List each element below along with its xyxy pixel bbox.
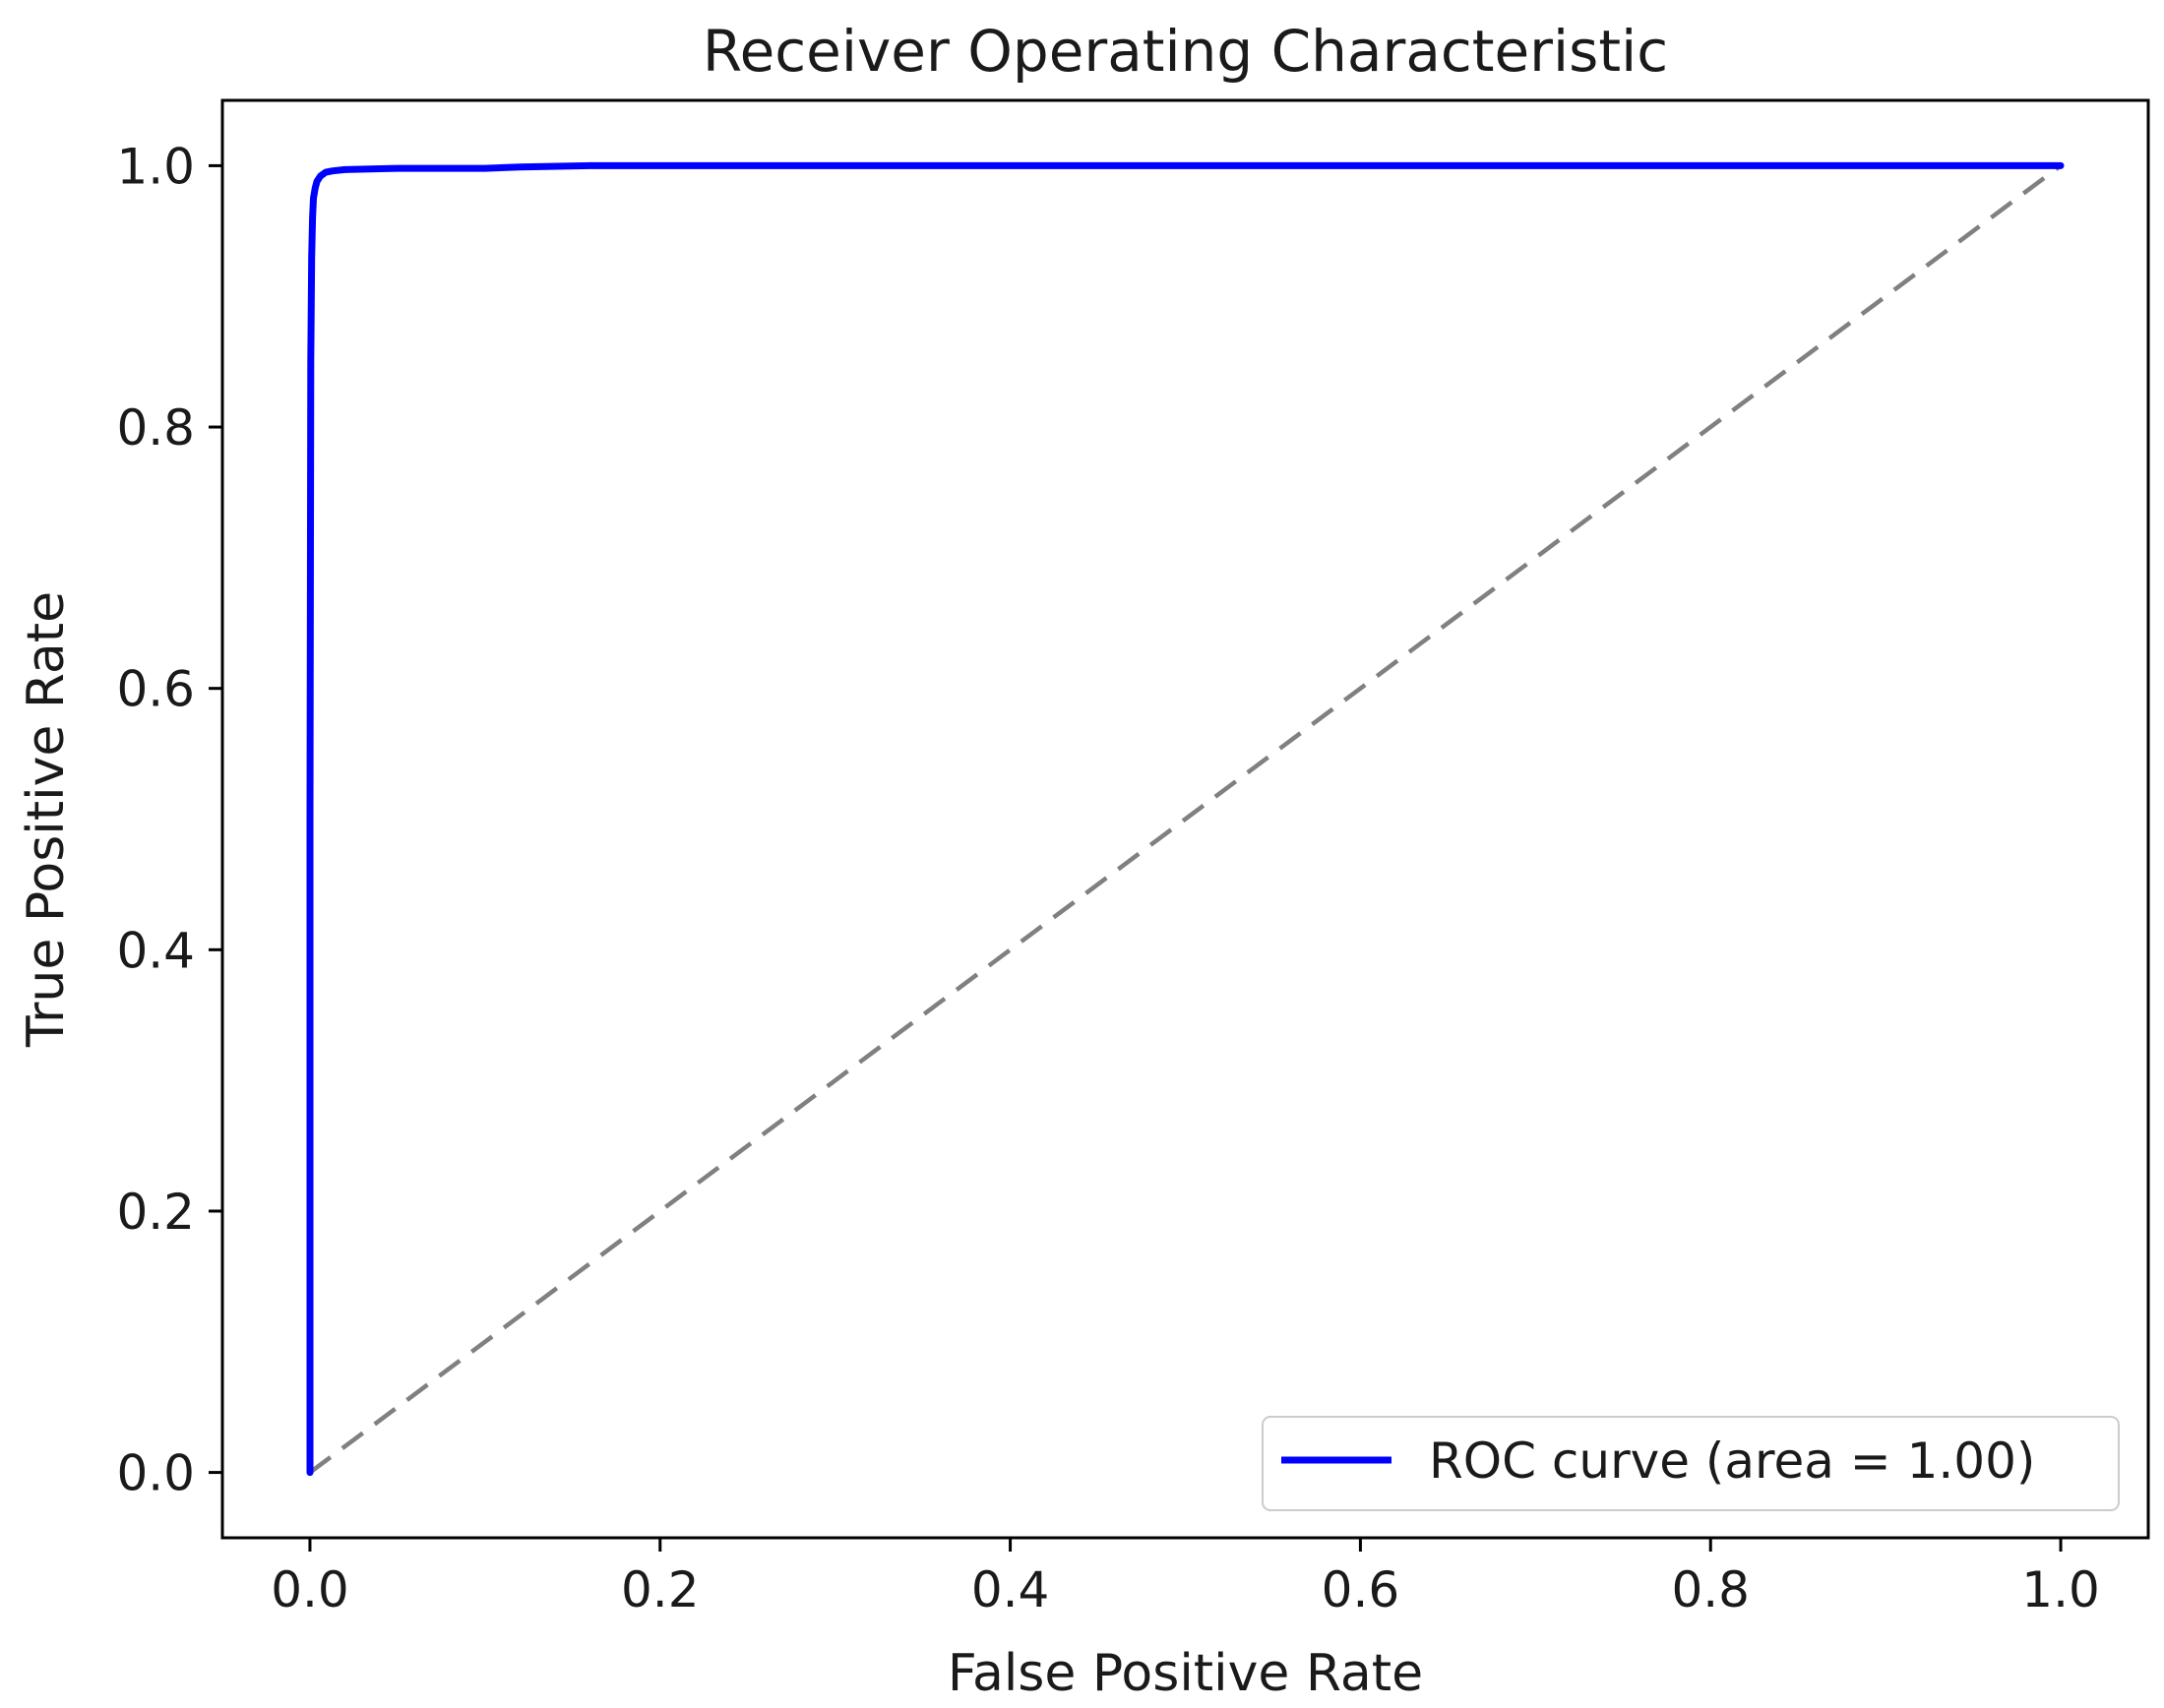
y-axis-label: True Positive Rate — [17, 591, 76, 1048]
axes-frame — [220, 98, 2150, 1540]
legend: ROC curve (area = 1.00) — [1262, 1416, 2120, 1511]
y-tick-label: 0.4 — [116, 922, 195, 979]
legend-label-roc: ROC curve (area = 1.00) — [1429, 1433, 2035, 1490]
x-tick-label: 0.6 — [1322, 1561, 1400, 1618]
chance-diagonal-line — [308, 163, 2063, 1475]
y-tick-label: 0.2 — [116, 1184, 195, 1241]
y-tick-label: 1.0 — [116, 138, 195, 195]
x-tick-label: 0.0 — [271, 1561, 349, 1618]
x-tick-label: 0.4 — [971, 1561, 1050, 1618]
x-tick-label: 1.0 — [2021, 1561, 2100, 1618]
x-tick-label: 0.8 — [1671, 1561, 1750, 1618]
x-axis-ticks: 0.0 0.2 0.4 0.6 0.8 1.0 — [271, 1538, 2100, 1618]
plot-area — [306, 161, 2065, 1477]
x-tick-label: 0.2 — [621, 1561, 700, 1618]
legend-box — [1262, 1416, 2120, 1511]
roc-curve-line — [306, 161, 2065, 1477]
y-tick-label: 0.6 — [116, 661, 195, 718]
chart-title: Receiver Operating Characteristic — [703, 18, 1668, 85]
y-tick-label: 0.8 — [116, 399, 195, 457]
y-tick-label: 0.0 — [116, 1445, 195, 1502]
y-axis-ticks: 0.0 0.2 0.4 0.6 0.8 1.0 — [116, 138, 222, 1502]
x-axis-label: False Positive Rate — [948, 1644, 1423, 1703]
